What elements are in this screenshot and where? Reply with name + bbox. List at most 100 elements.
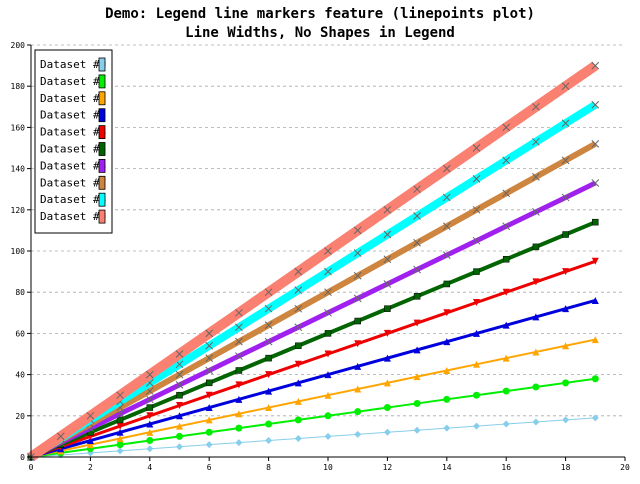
legend-label-4: Dataset #4 [40, 126, 107, 139]
data-point-5-5 [176, 391, 183, 399]
data-point-9-9 [294, 267, 303, 276]
data-point-9-5 [175, 350, 184, 358]
data-point-2-17 [532, 348, 540, 356]
series-line-3 [30, 298, 596, 459]
data-point-1-15 [473, 391, 480, 399]
data-point-5-4 [146, 404, 154, 411]
series-line-5 [30, 220, 597, 459]
data-point-0-18 [562, 416, 570, 424]
x-tick-label-7: 14 [442, 463, 452, 472]
y-tick-label-8: 160 [11, 123, 26, 132]
data-point-6-14 [442, 251, 451, 259]
data-point-1-3 [116, 441, 124, 449]
data-point-7-13 [413, 238, 421, 247]
series-lines [27, 61, 600, 462]
data-point-9-17 [532, 102, 540, 111]
data-point-4-18 [562, 268, 570, 276]
data-point-3-19 [591, 296, 599, 304]
series-0 [27, 414, 599, 461]
data-point-2-5 [176, 422, 183, 430]
y-tick-label-2: 40 [15, 371, 25, 380]
data-point-9-1 [56, 432, 65, 441]
data-point-7-6 [205, 354, 214, 362]
data-point-8-7 [235, 323, 243, 332]
data-point-4-5 [176, 402, 183, 409]
data-point-5-18 [562, 231, 569, 238]
legend-swatch-5 [98, 142, 106, 156]
data-point-1-16 [502, 387, 510, 395]
data-point-0-9 [294, 434, 302, 442]
legend-swatch-2 [98, 91, 106, 106]
data-point-8-16 [502, 156, 511, 165]
data-point-9-3 [116, 391, 124, 400]
data-point-1-4 [146, 437, 154, 445]
data-point-7-5 [175, 370, 184, 379]
data-point-3-18 [562, 305, 570, 313]
data-point-8-13 [413, 212, 421, 220]
data-point-6-10 [324, 308, 332, 317]
axes: 0 20 40 60 80 100 120 140 160 180 200 0 2 4 6 8 10 12 14 16… [11, 41, 630, 472]
series-line-4 [30, 259, 596, 459]
data-point-1-9 [294, 416, 302, 424]
data-point-5-19 [592, 218, 599, 226]
data-point-6-6 [205, 366, 214, 375]
data-point-5-15 [473, 268, 480, 275]
data-point-9-18 [561, 82, 570, 91]
data-point-5-16 [502, 255, 510, 263]
data-point-6-8 [264, 337, 273, 346]
data-point-6-5 [175, 381, 184, 389]
data-point-6-16 [502, 222, 511, 231]
data-point-2-6 [205, 416, 213, 424]
data-point-7-11 [353, 271, 362, 280]
legend-swatch-1 [98, 74, 106, 89]
data-point-4-4 [146, 412, 154, 420]
data-point-7-16 [502, 189, 511, 198]
legend-label-6: Dataset #6 [40, 159, 106, 172]
data-point-5-14 [443, 280, 451, 288]
series-line-7 [29, 141, 597, 460]
data-point-1-12 [383, 404, 391, 412]
data-point-9-12 [383, 205, 392, 214]
data-point-6-18 [561, 193, 570, 202]
data-point-2-13 [413, 373, 421, 381]
data-point-9-10 [324, 247, 332, 255]
data-point-3-16 [502, 321, 510, 329]
data-point-3-5 [176, 412, 183, 420]
data-point-6-7 [235, 352, 243, 360]
data-point-4-8 [265, 371, 273, 379]
data-point-1-17 [532, 383, 540, 391]
data-point-9-4 [145, 370, 154, 379]
data-point-5-9 [295, 342, 302, 350]
data-point-6-9 [294, 323, 303, 332]
data-point-2-19 [591, 336, 599, 344]
data-point-3-6 [205, 404, 213, 412]
data-point-7-12 [383, 255, 392, 264]
data-point-7-9 [294, 304, 303, 313]
data-point-0-16 [502, 420, 510, 428]
data-point-3-13 [413, 346, 421, 354]
data-point-0-12 [383, 428, 391, 436]
series-line-6 [29, 180, 597, 460]
data-point-3-7 [235, 395, 243, 403]
data-point-1-7 [235, 424, 243, 432]
x-tick-label-4: 8 [266, 463, 271, 472]
legend-swatch-4 [98, 125, 106, 139]
data-point-0-4 [146, 445, 154, 453]
y-tick-label-4: 80 [15, 288, 25, 297]
data-point-8-12 [383, 230, 392, 239]
data-point-7-7 [235, 337, 243, 346]
legend-label-0: Dataset #0 [40, 58, 106, 71]
data-point-0-3 [116, 447, 124, 455]
chart-subtitle: Line Widths, No Shapes in Legend [185, 25, 455, 41]
data-point-1-6 [205, 428, 213, 436]
data-point-8-9 [294, 286, 303, 294]
y-tick-label-0: 0 [20, 453, 25, 462]
data-point-8-6 [205, 341, 214, 350]
data-point-0-7 [235, 439, 243, 447]
series-line-8 [28, 101, 598, 461]
series-line-0 [30, 417, 596, 458]
data-point-7-18 [561, 156, 570, 165]
data-point-8-10 [324, 267, 332, 276]
data-point-9-6 [205, 329, 214, 338]
data-point-8-19 [591, 100, 600, 109]
